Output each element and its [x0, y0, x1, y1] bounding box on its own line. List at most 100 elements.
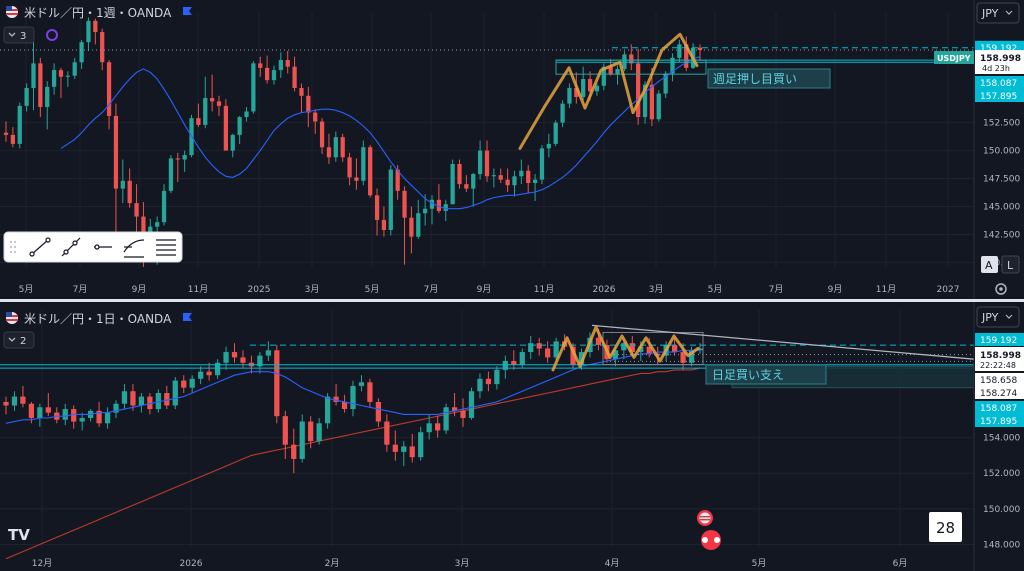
price-mark-label: 157.895 — [980, 417, 1017, 427]
candle-body — [574, 87, 579, 97]
candle-body — [79, 42, 84, 63]
axis-mode-l-button[interactable]: L — [1001, 255, 1020, 274]
gear-icon[interactable] — [995, 283, 1007, 295]
svg-text:L: L — [1007, 259, 1014, 272]
candle-body — [127, 180, 132, 204]
descending-trendline — [591, 324, 975, 360]
candle-body — [435, 423, 441, 431]
fib-icon[interactable] — [156, 239, 176, 256]
bottom-indicator-count: 2 — [20, 336, 26, 347]
y-tick-label: 150.000 — [983, 147, 1020, 157]
candle-body — [292, 66, 297, 88]
candle-body — [350, 385, 356, 410]
bottom-grid — [0, 310, 974, 548]
support-box — [555, 59, 707, 75]
x-tick-label: 9月 — [477, 284, 492, 295]
candle-body — [416, 213, 421, 237]
candle-body — [670, 57, 675, 74]
wave-zigzag — [518, 32, 699, 150]
candle-body — [418, 432, 424, 458]
event-us-icon[interactable] — [697, 510, 713, 526]
price-mark-label: 158.658 — [980, 376, 1017, 386]
top-header[interactable]: 米ドル／円・1週・OANDA — [6, 6, 192, 20]
candle-body — [17, 105, 22, 144]
candle-body — [223, 105, 229, 151]
candle-body — [553, 341, 559, 358]
candle-body — [291, 444, 297, 459]
candle-body — [392, 444, 398, 452]
top-indicator-toggle[interactable]: 3 — [3, 26, 58, 44]
candle-body — [384, 421, 390, 445]
countdown: 22:22:48 — [980, 361, 1016, 370]
candle-body — [381, 219, 387, 230]
candle-body — [638, 346, 644, 353]
bottom-header[interactable]: 米ドル／円・1日・OANDA — [6, 312, 192, 326]
panel-divider[interactable] — [0, 299, 1024, 302]
candle-body — [528, 343, 534, 353]
candle-body — [347, 157, 352, 178]
candle-body — [560, 103, 565, 123]
candle-body — [258, 63, 263, 68]
candle-body — [96, 410, 102, 424]
bottom-indicator-toggle[interactable]: 2 — [3, 331, 35, 349]
candle-body — [546, 143, 551, 149]
candle-body — [519, 352, 525, 365]
candle-body — [567, 87, 572, 104]
horizontal-ray-icon[interactable] — [94, 244, 112, 250]
candle-body — [10, 134, 16, 144]
candle-body — [62, 409, 68, 420]
symbol-tag-bg — [934, 51, 974, 64]
bottom-time-axis: 12月 2026 2月 3月 4月 5月 6月 — [32, 558, 908, 569]
candle-body — [354, 177, 359, 181]
indicator-circle-icon[interactable] — [46, 29, 58, 41]
candle-body — [206, 371, 212, 376]
candle-body — [168, 158, 174, 191]
candle-body — [429, 199, 435, 209]
bottom-price-axis: 154.000 152.000 150.000 148.000 159.192 158.9… — [975, 333, 1024, 550]
candle-body — [72, 62, 77, 76]
drag-handle-icon[interactable] — [10, 241, 16, 253]
candle-body — [485, 378, 492, 385]
flag-icon[interactable] — [183, 313, 192, 321]
top-symbol-title[interactable]: 米ドル／円・1週・OANDA — [24, 6, 172, 20]
event-dual-icon[interactable] — [701, 530, 721, 550]
candle-body — [231, 352, 238, 358]
candle-body — [519, 170, 524, 177]
candle-body — [402, 190, 407, 218]
x-tick-label: 2月 — [325, 558, 340, 569]
candle-body — [31, 63, 36, 88]
flag-icon[interactable] — [183, 7, 192, 15]
ray-icon[interactable] — [61, 237, 81, 257]
price-mark-label: 158.087 — [980, 79, 1017, 89]
annotation-text: 週足押し目買い — [713, 72, 797, 86]
bottom-currency-button[interactable]: JPY — [976, 306, 1020, 328]
candle-body — [20, 396, 26, 404]
y-tick-label: 145.000 — [983, 203, 1020, 213]
candle-body — [477, 378, 483, 392]
price-mark-bg — [975, 373, 1024, 399]
x-tick-label: 3月 — [649, 284, 664, 295]
candle-body — [264, 67, 270, 81]
candle-body — [316, 423, 322, 442]
candle-body — [423, 208, 428, 214]
bottom-symbol-title[interactable]: 米ドル／円・1日・OANDA — [24, 312, 172, 326]
candle-body — [642, 84, 648, 118]
candle-body — [164, 393, 170, 406]
candle-body — [161, 190, 167, 223]
drawing-toolbar[interactable] — [3, 231, 183, 263]
axis-mode-a-button[interactable]: A — [981, 256, 998, 273]
candle-body — [595, 337, 602, 345]
top-currency-button[interactable]: JPY — [976, 2, 1020, 24]
candle-body — [491, 175, 496, 177]
bottom-candles — [3, 328, 703, 474]
trend-line-icon[interactable] — [29, 237, 51, 257]
candle-body — [79, 417, 85, 422]
candle-body — [278, 60, 283, 71]
chevron-down-icon — [8, 32, 16, 37]
candle-body — [649, 84, 655, 120]
candle-body — [512, 176, 517, 186]
candle-body — [341, 401, 348, 410]
parallel-channel-icon[interactable] — [123, 239, 145, 258]
candle-body — [587, 79, 593, 92]
